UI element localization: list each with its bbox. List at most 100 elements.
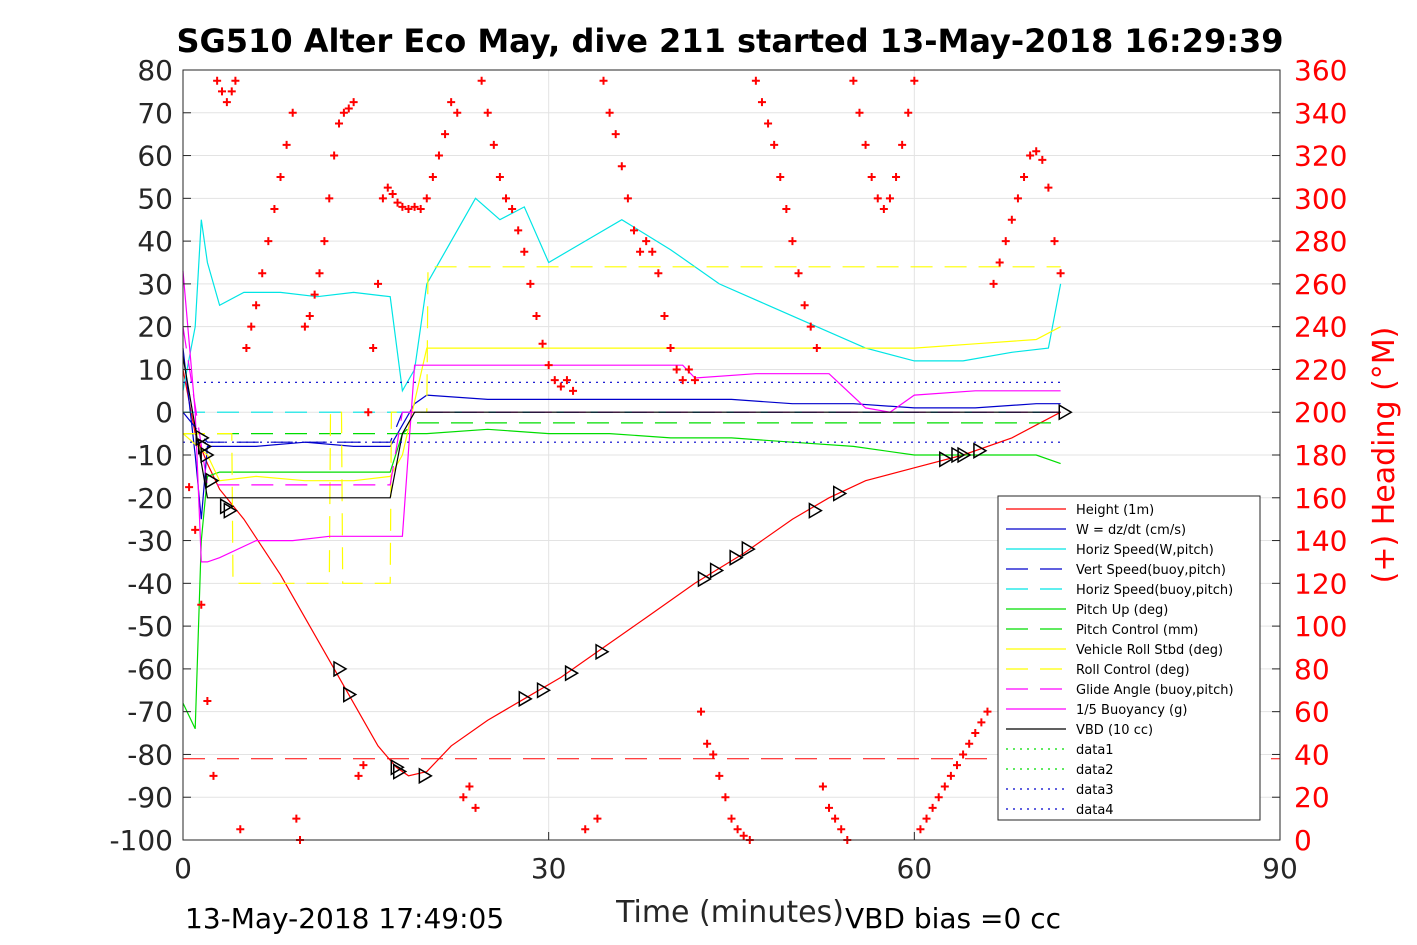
triangle-marker [343, 686, 358, 703]
series-line-9 [182, 326, 1061, 486]
heading-point [617, 162, 626, 171]
legend-entry-label: VBD (10 cc) [1076, 723, 1153, 738]
heading-point [520, 247, 529, 256]
triangle-marker [957, 446, 972, 464]
heading-point [983, 707, 992, 716]
heading-point [453, 108, 462, 117]
heading-point [526, 279, 535, 288]
heading-point [849, 76, 858, 85]
right-tick-label: 360 [1294, 54, 1347, 87]
heading-point [727, 814, 736, 823]
heading-point [666, 344, 675, 353]
heading-point [185, 483, 194, 492]
heading-point [928, 803, 937, 812]
heading-point [1056, 269, 1065, 278]
series-line-8 [183, 266, 1061, 584]
heading-point [422, 194, 431, 203]
heading-point [898, 140, 907, 149]
heading-point [818, 782, 827, 791]
series-line-10 [182, 271, 1061, 563]
left-tick-label: -20 [127, 482, 173, 515]
heading-point [776, 172, 785, 181]
left-tick-label: 0 [155, 396, 173, 429]
right-tick-label: 300 [1294, 182, 1347, 215]
heading-point [629, 226, 638, 235]
heading-point [721, 793, 730, 802]
heading-point [709, 750, 718, 759]
heading-point [757, 98, 766, 107]
heading-point [885, 194, 894, 203]
heading-point [593, 814, 602, 823]
heading-point [660, 311, 669, 320]
heading-point [428, 172, 437, 181]
heading-point [910, 76, 919, 85]
triangle-marker [1058, 403, 1073, 421]
triangle-marker [564, 664, 580, 682]
heading-point [800, 301, 809, 310]
heading-point [242, 344, 251, 353]
right-tick-label: 280 [1294, 225, 1347, 258]
heading-point [1032, 147, 1041, 156]
triangle-marker [333, 660, 348, 678]
heading-point [703, 739, 712, 748]
heading-point [305, 311, 314, 320]
heading-point [1013, 194, 1022, 203]
heading-point [1050, 237, 1059, 246]
series-line-2 [182, 197, 1062, 393]
left-tick-label: -40 [127, 567, 173, 600]
heading-point [378, 194, 387, 203]
series-line-11 [182, 356, 1061, 499]
left-tick-label: 60 [137, 140, 173, 173]
right-axis: 3603403203002802602402202001801601401201… [1272, 54, 1347, 857]
heading-point [697, 707, 706, 716]
heading-point [989, 279, 998, 288]
left-tick-label: 30 [137, 268, 173, 301]
heading-point [977, 718, 986, 727]
triangle-marker [595, 643, 610, 661]
heading-point [325, 194, 334, 203]
heading-point [1020, 172, 1029, 181]
heading-point [330, 151, 339, 160]
triangle-marker [697, 570, 712, 588]
triangle-marker [973, 442, 988, 460]
heading-point [502, 194, 511, 203]
heading-point [227, 87, 236, 96]
legend-entry-label: Vert Speed(buoy,pitch) [1076, 563, 1226, 578]
right-tick-label: 160 [1294, 482, 1347, 515]
right-tick-label: 0 [1294, 824, 1312, 857]
heading-layer [185, 76, 1065, 844]
series-line-1 [182, 348, 1061, 520]
heading-point [344, 104, 353, 113]
marker-layer [195, 403, 1073, 785]
legend-entry-label: data2 [1076, 763, 1114, 778]
heading-point [1007, 215, 1016, 224]
x-tick-label: 90 [1262, 852, 1298, 885]
legend-entry-label: Vehicle Roll Stbd (deg) [1076, 643, 1223, 658]
heading-point [508, 205, 517, 214]
heading-point [434, 151, 443, 160]
heading-point [236, 825, 245, 834]
heading-point [393, 198, 402, 207]
triangle-marker [223, 502, 238, 519]
heading-point [782, 205, 791, 214]
triangle-marker [833, 485, 848, 502]
left-tick-label: 40 [137, 225, 173, 258]
heading-point [556, 382, 565, 391]
legend-entry-label: Roll Control (deg) [1076, 663, 1190, 678]
heading-point [231, 76, 240, 85]
legend: Height (1m) W = dz/dt (cm/s) Horiz Speed(W… [997, 495, 1261, 821]
left-tick-label: -50 [127, 610, 173, 643]
heading-point [222, 98, 231, 107]
heading-point [447, 98, 456, 107]
right-tick-label: 260 [1294, 268, 1347, 301]
heading-point [739, 831, 748, 840]
heading-point [946, 771, 955, 780]
right-tick-label: 140 [1294, 525, 1347, 558]
heading-point [213, 76, 222, 85]
heading-point [388, 190, 397, 199]
legend-entry-label: Horiz Speed(buoy,pitch) [1076, 583, 1233, 598]
heading-point [764, 119, 773, 128]
triangle-marker [536, 681, 552, 699]
left-tick-label: 80 [137, 54, 173, 87]
heading-point [1044, 183, 1053, 192]
